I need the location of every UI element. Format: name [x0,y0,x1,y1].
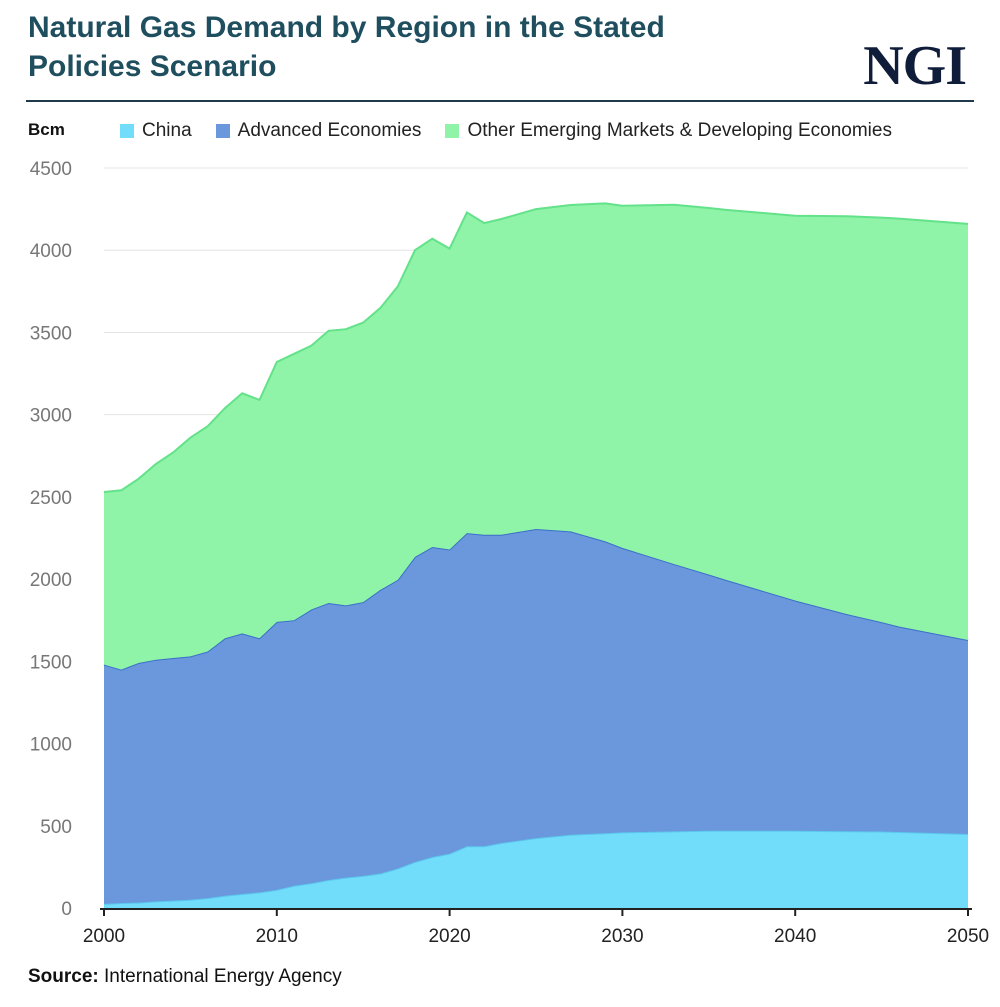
title-divider [26,100,974,102]
y-tick-label-2000: 2000 [30,570,72,591]
legend-item-china: China [120,120,192,142]
line-other-emerging-markets-developing-economies [103,202,969,493]
y-tick-label-4500: 4500 [30,159,72,180]
y-tick-label-3500: 3500 [30,323,72,344]
y-tick-label-1000: 1000 [30,735,72,756]
area-advanced-economies [104,529,968,904]
y-tick-label-500: 500 [40,817,72,838]
source-value: International Energy Agency [104,966,342,987]
legend-label-advanced-economies: Advanced Economies [237,120,422,141]
x-tick-label-2020: 2020 [428,926,470,947]
x-tick-label-2010: 2010 [256,926,298,947]
y-tick-label-3000: 3000 [30,406,72,427]
y-tick-label-4000: 4000 [30,241,72,262]
legend-item-advanced-economies: Advanced Economies [215,120,422,142]
legend-swatch-china [120,124,134,138]
source-note: Source: International Energy Agency [28,966,342,988]
x-tick-label-2050: 2050 [947,926,989,947]
legend-swatch-advanced-economies [215,124,230,138]
y-axis-unit-label: Bcm [28,120,65,139]
legend-swatch-other-emerging [445,124,460,138]
area-other-emerging-markets-developing-economies [104,203,968,670]
ngi-logo: NGI [863,35,967,97]
legend-label-other-emerging: Other Emerging Markets & Developing Econ… [467,120,892,141]
chart-title: Natural Gas Demand by Region in the Stat… [28,11,665,83]
y-tick-label-2500: 2500 [30,488,72,509]
x-tick-label-2030: 2030 [601,926,643,947]
source-label: Source: [28,966,99,987]
y-tick-label-1500: 1500 [30,652,72,673]
y-tick-label-0: 0 [61,899,72,920]
area-china [104,830,968,908]
x-tick-label-2040: 2040 [774,926,816,947]
legend-label-china: China [142,120,192,141]
chart-legend: China Advanced Economies Other Emerging … [120,120,892,142]
x-tick-label-2000: 2000 [83,926,125,947]
legend-item-other-emerging: Other Emerging Markets & Developing Econ… [445,120,892,142]
